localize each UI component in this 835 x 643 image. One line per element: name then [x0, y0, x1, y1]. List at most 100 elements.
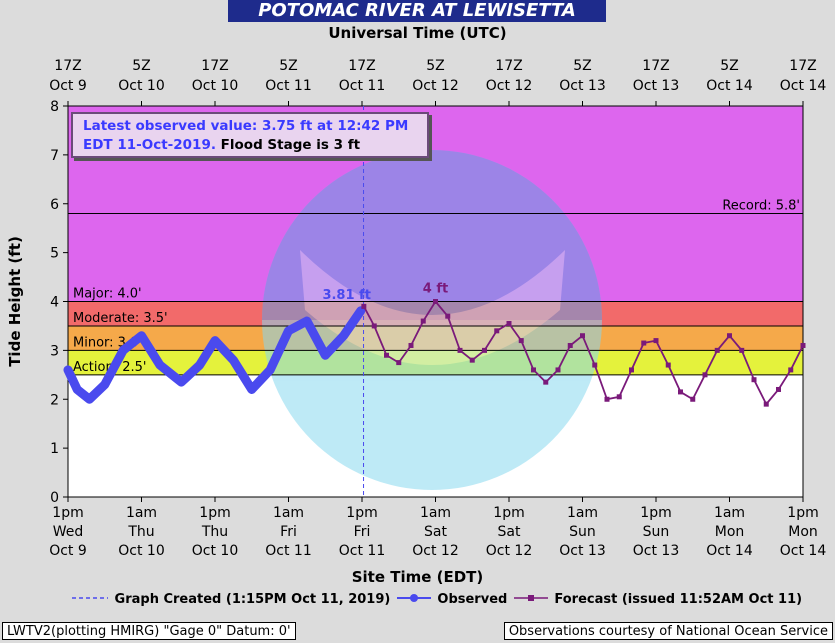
forecast-point — [702, 372, 708, 378]
forecast-point — [506, 320, 512, 326]
bottom-tick-label-1: 1am — [126, 505, 157, 521]
top-tick-label-2: Oct 10 — [192, 78, 238, 94]
bottom-tick-label-1: 1pm — [640, 505, 671, 521]
forecast-point — [531, 367, 536, 373]
threshold-moderate-label: Moderate: 3.5' — [73, 311, 168, 326]
threshold-lines: Record: 5.8'Major: 4.0'Moderate: 3.5'Min… — [68, 106, 803, 497]
bottom-tick-label-1: 1pm — [787, 505, 818, 521]
forecast-point — [800, 342, 806, 348]
bottom-tick-label-1: 1am — [714, 505, 745, 521]
top-tick-label-2: Oct 11 — [265, 78, 311, 94]
threshold-record-label: Record: 5.8' — [722, 199, 800, 214]
bottom-tick-label-1: 1pm — [199, 505, 230, 521]
bottom-tick-label-2: Mon — [715, 524, 745, 540]
latest-date: EDT 11-Oct-2019. — [83, 137, 216, 153]
bottom-tick-label-1: 1pm — [52, 505, 83, 521]
forecast-point — [629, 367, 634, 373]
top-tick-label-1: 17Z — [201, 58, 228, 74]
forecast-point — [727, 333, 732, 339]
forecast-point — [604, 396, 610, 402]
bottom-tick-label-3: Oct 11 — [339, 543, 385, 559]
top-tick-label-1: 17Z — [495, 58, 522, 74]
forecast-point — [420, 318, 426, 324]
latest-observed-box: Latest observed value: 3.75 ft at 12:42 … — [71, 112, 429, 158]
forecast-point — [678, 389, 683, 395]
forecast-point — [641, 340, 647, 346]
top-tick-label-1: 5Z — [426, 58, 445, 74]
top-tick-label-1: 5Z — [573, 58, 592, 74]
top-tick-label-2: Oct 12 — [486, 78, 532, 94]
peak-annotation: 4 ft — [423, 282, 448, 297]
forecast-point — [543, 379, 549, 385]
forecast-point — [751, 377, 757, 383]
top-tick-label-2: Oct 13 — [559, 78, 605, 94]
top-tick-label-2: Oct 14 — [780, 78, 827, 94]
bottom-tick-label-2: Fri — [280, 524, 297, 540]
bottom-tick-label-2: Fri — [354, 524, 371, 540]
bottom-tick-label-3: Oct 12 — [412, 543, 458, 559]
y-tick-label: 5 — [50, 246, 59, 262]
bottom-tick-label-3: Oct 13 — [633, 543, 679, 559]
bottom-tick-label-3: Oct 9 — [49, 543, 87, 559]
forecast-point — [482, 347, 487, 353]
top-tick-label-1: 5Z — [720, 58, 739, 74]
top-tick-label-2: Oct 11 — [339, 78, 385, 94]
bottom-tick-label-2: Sun — [569, 524, 596, 540]
forecast-point — [433, 299, 438, 304]
top-axis-title: Universal Time (UTC) — [328, 24, 507, 42]
forecast-point — [408, 342, 414, 348]
bottom-tick-label-3: Oct 13 — [559, 543, 605, 559]
bottom-tick-label-2: Sun — [643, 524, 670, 540]
forecast-point — [616, 394, 622, 400]
bottom-tick-label-1: 1am — [420, 505, 451, 521]
bottom-tick-label-1: 1pm — [346, 505, 377, 521]
bottom-tick-label-3: Oct 10 — [192, 543, 238, 559]
forecast-point — [690, 396, 696, 402]
footer-credit: Observations courtesy of National Ocean … — [503, 622, 833, 640]
forecast-point — [714, 347, 720, 353]
footer-gage-info: LWTV2(plotting HMIRG) "Gage 0" Datum: 0' — [2, 622, 296, 640]
bottom-tick-label-2: Thu — [201, 524, 228, 540]
bottom-tick-label-3: Oct 10 — [118, 543, 164, 559]
forecast-point — [371, 323, 377, 329]
forecast-point — [445, 313, 451, 319]
forecast-point — [653, 338, 659, 344]
bottom-tick-label-2: Sat — [498, 524, 521, 540]
top-tick-label-1: 17Z — [789, 58, 816, 74]
top-tick-label-1: 17Z — [54, 58, 81, 74]
forecast-point — [469, 357, 475, 363]
legend-observed: Observed — [437, 592, 508, 607]
bottom-tick-label-3: Oct 14 — [780, 543, 827, 559]
y-tick-label: 8 — [50, 99, 59, 115]
forecast-swatch — [513, 595, 548, 601]
bottom-tick-label-1: 1pm — [493, 505, 524, 521]
top-tick-label-1: 17Z — [348, 58, 375, 74]
y-tick-label: 1 — [50, 441, 59, 457]
y-axis-title: Tide Height (ft) — [6, 236, 24, 367]
forecast-point — [494, 328, 500, 334]
bottom-tick-label-2: Thu — [127, 524, 154, 540]
forecast-point — [384, 352, 389, 358]
y-tick-label: 6 — [50, 197, 59, 213]
y-tick-label: 0 — [50, 490, 59, 506]
forecast-point — [396, 360, 402, 366]
top-tick-label-1: 5Z — [132, 58, 151, 74]
forecast-point — [361, 303, 367, 309]
legend-graph-created: Graph Created (1:15PM Oct 11, 2019) — [114, 592, 391, 607]
top-tick-label-1: 17Z — [642, 58, 669, 74]
forecast-point — [555, 367, 561, 373]
noaa-watermark — [262, 150, 602, 490]
forecast-point — [763, 401, 769, 407]
forecast-point — [567, 342, 573, 348]
series-layer: 3.81 ft 4 ft — [63, 282, 806, 407]
y-tick-label: 2 — [50, 392, 59, 408]
forecast-point — [592, 362, 598, 368]
y-tick-label: 4 — [50, 295, 59, 311]
observed-line — [63, 306, 366, 404]
forecast-point — [518, 338, 524, 344]
top-tick-label-2: Oct 9 — [49, 78, 87, 94]
legend: Graph Created (1:15PM Oct 11, 2019) Obse… — [70, 592, 802, 607]
top-tick-label-2: Oct 12 — [412, 78, 458, 94]
forecast-point — [739, 347, 745, 353]
